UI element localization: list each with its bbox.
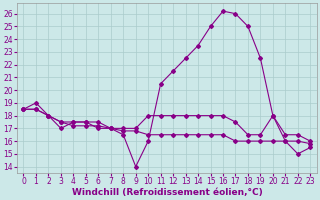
X-axis label: Windchill (Refroidissement éolien,°C): Windchill (Refroidissement éolien,°C) [72, 188, 262, 197]
